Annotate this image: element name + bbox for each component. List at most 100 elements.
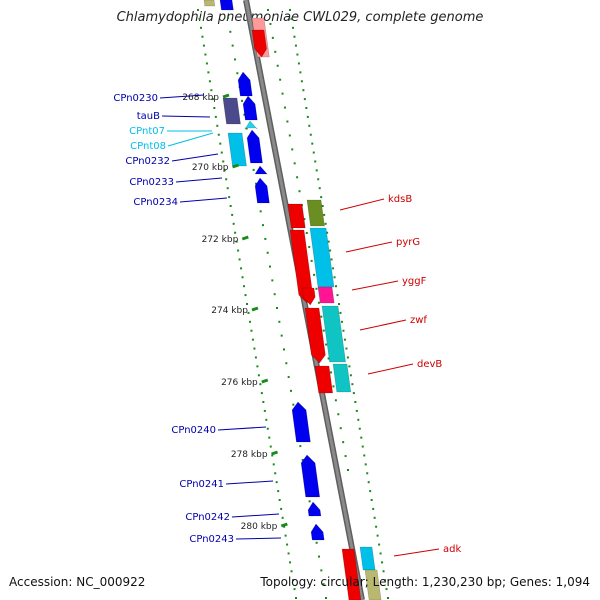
track-dot xyxy=(245,127,248,130)
track-dot xyxy=(306,115,309,118)
track-dot xyxy=(315,169,318,172)
gene-label: CPnt08 xyxy=(130,141,166,152)
gene-leader-line xyxy=(179,197,228,203)
track-dot xyxy=(197,9,199,11)
track-dot xyxy=(364,463,367,466)
track-dot xyxy=(251,338,254,341)
gene-leader-line xyxy=(171,153,219,162)
track-dot xyxy=(345,347,348,350)
track-dot xyxy=(247,311,250,314)
track-dot xyxy=(271,36,274,39)
track-dot xyxy=(327,240,330,243)
track-dot xyxy=(339,427,342,430)
track-dot xyxy=(314,160,317,163)
track-dot xyxy=(240,267,243,270)
track-dot xyxy=(205,62,208,65)
scale-tick xyxy=(232,163,239,169)
track-dot xyxy=(272,463,275,466)
scale-label: 270 kbp xyxy=(192,163,229,173)
left-outer-track xyxy=(197,9,297,599)
figure-title: Chlamydophila pneumoniae CWL029, complet… xyxy=(116,10,484,25)
track-dot xyxy=(330,258,333,261)
gene-feature xyxy=(306,199,325,227)
scale-tick xyxy=(280,522,288,528)
gene-label: CPn0240 xyxy=(171,425,216,436)
track-dot xyxy=(312,151,315,154)
track-dot xyxy=(384,579,387,582)
gene-feature xyxy=(309,227,335,288)
track-dot xyxy=(202,44,205,47)
right-inner-track xyxy=(267,9,349,471)
gene-label: CPn0230 xyxy=(113,93,158,104)
track-dot xyxy=(280,507,283,510)
track-dot xyxy=(344,455,347,458)
track-dot xyxy=(269,22,272,25)
track-dot xyxy=(347,469,349,471)
track-dot xyxy=(271,454,274,457)
track-dot xyxy=(210,89,213,92)
track-dot xyxy=(198,17,201,20)
track-dot xyxy=(315,541,318,544)
track-dot xyxy=(323,213,326,216)
track-dot xyxy=(357,418,360,421)
gene-leader-line xyxy=(345,241,393,253)
scale-label: 272 kbp xyxy=(202,235,239,245)
gene-feature xyxy=(341,548,362,600)
track-dot xyxy=(208,80,211,83)
gene-leader-line xyxy=(167,132,214,147)
track-dot xyxy=(276,307,278,309)
track-dot xyxy=(254,356,257,359)
track-dot xyxy=(318,555,320,558)
track-dot xyxy=(336,294,339,297)
gene-label: CPn0243 xyxy=(189,534,234,545)
track-dot xyxy=(234,58,236,61)
track-dot xyxy=(354,401,357,403)
track-dot xyxy=(283,525,286,528)
track-dot xyxy=(340,320,343,323)
scale-tick xyxy=(222,93,230,99)
track-dot xyxy=(387,597,389,599)
track-dot xyxy=(324,222,327,225)
scale-label: 276 kbp xyxy=(221,378,258,388)
track-dot xyxy=(266,251,269,254)
track-dot xyxy=(231,44,234,47)
track-dot xyxy=(264,237,267,240)
right-outer-track xyxy=(289,9,389,599)
track-dot xyxy=(337,413,340,416)
track-dot xyxy=(273,293,276,296)
gene-feature xyxy=(321,305,346,363)
track-dot xyxy=(303,218,306,221)
gene-leader-line xyxy=(351,280,399,291)
track-dot xyxy=(293,162,296,165)
track-dot xyxy=(262,401,265,403)
track-dot xyxy=(275,481,278,484)
track-dot xyxy=(338,303,340,305)
track-dot xyxy=(204,53,207,56)
track-dot xyxy=(268,436,271,439)
accession-text: Accession: NC_000922 xyxy=(9,575,146,589)
gene-feature xyxy=(237,71,253,97)
track-dot xyxy=(213,107,216,109)
gene-feature xyxy=(301,287,316,306)
track-dot xyxy=(269,445,272,448)
track-dot xyxy=(216,124,219,127)
gene-feature xyxy=(300,454,321,498)
track-dot xyxy=(277,490,280,493)
track-dot xyxy=(214,115,217,118)
track-dot xyxy=(199,26,202,29)
track-dot xyxy=(298,190,301,193)
track-dot xyxy=(299,445,302,448)
gene-feature xyxy=(242,95,258,121)
gene-feature xyxy=(287,203,306,229)
gene-feature xyxy=(246,129,263,164)
track-dot xyxy=(325,597,327,599)
track-dot xyxy=(322,583,325,586)
track-dot xyxy=(253,347,256,350)
gene-feature xyxy=(203,0,216,7)
track-dot xyxy=(342,329,345,332)
track-dot xyxy=(303,98,306,101)
scale-label: 274 kbp xyxy=(211,306,248,316)
gene-label: tauB xyxy=(137,111,160,122)
gene-feature xyxy=(332,363,352,393)
